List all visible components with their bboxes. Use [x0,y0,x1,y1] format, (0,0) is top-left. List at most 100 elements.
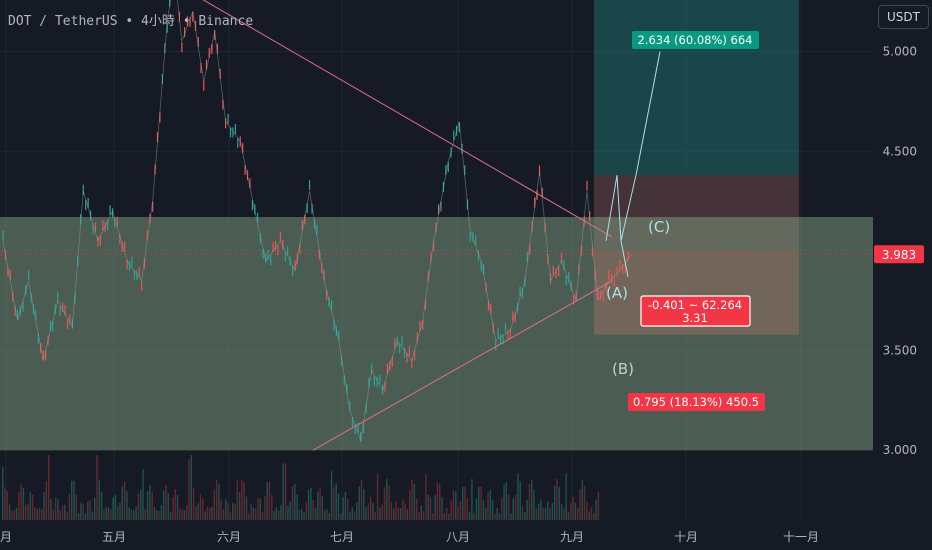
volume-bar [554,485,556,520]
volume-bar [381,504,383,520]
volume-bar [358,486,360,520]
stop-badge-text: 0.795 (18.13%) 450.5 [633,395,759,409]
volume-bar [36,509,38,520]
volume-bar [429,497,432,520]
volume-bar [287,506,289,520]
range-badge-line2: 3.31 [682,311,708,325]
volume-bar [96,455,98,520]
volume-bar [390,502,393,520]
volume-bar [443,512,445,520]
volume-bar [123,481,126,520]
volume-bar [335,483,337,520]
volume-bar [87,501,89,520]
volume-bar [52,509,54,520]
volume-bar [271,494,273,520]
volume-bar [330,471,333,520]
volume-bar [107,507,110,520]
volume-bar [73,481,75,520]
volume-bar [20,483,22,520]
volume-bar [489,490,491,520]
price-axis-panel [873,0,932,550]
volume-bar [567,511,570,520]
volume-bar [386,479,388,520]
volume-bar [376,473,379,520]
time-axis-panel [0,522,932,550]
x-tick-label: 五月 [102,530,126,544]
volume-bar [192,488,195,520]
volume-bar [498,513,501,520]
currency-button[interactable]: USDT [878,5,929,29]
volume-bar [225,499,227,520]
volume-bar [340,513,342,520]
volume-bar [305,502,307,520]
volume-bar [406,509,409,520]
volume-bar [328,512,330,520]
wave-label-b: (B) [612,360,634,378]
volume-bar [75,494,77,520]
volume-bar [91,511,94,520]
volume-bar [156,510,158,520]
volume-bar [342,497,344,520]
volume-bar [298,509,301,520]
target-badge-text: 2.634 (60.08%) 664 [637,33,752,47]
volume-bar [360,480,363,520]
volume-bar [590,507,593,520]
volume-bar [427,494,429,520]
volume-bar [367,503,370,520]
volume-bar [560,504,563,520]
volume-bar [117,505,119,520]
volume-bar [220,500,222,520]
volume-bar [319,487,321,520]
volume-bar [349,512,351,520]
volume-bar [2,467,4,520]
volume-bar [441,497,443,520]
volume-bar [183,510,186,520]
volume-bar [528,484,531,520]
volume-bar [163,490,165,520]
volume-bar [471,479,473,520]
volume-bar [326,509,328,520]
volume-bar [84,513,87,520]
volume-bar [404,503,406,520]
x-tick-label: 七月 [330,530,354,544]
volume-bar [25,504,27,520]
chart-title-text: DOT / TetherUS • 4小時 • Binance [8,14,254,29]
volume-bar [487,492,489,520]
volume-bar [478,486,480,520]
volume-bar [257,498,259,520]
volume-bar [172,497,174,520]
volume-bar [275,507,278,520]
volume-bar [565,473,567,520]
volume-bar [41,508,43,520]
volume-bar [261,512,264,520]
volume-bar [480,486,482,520]
volume-bar [494,513,496,520]
volume-bar [22,487,25,520]
stop-badge [628,393,765,411]
x-tick-label: 六月 [217,530,241,544]
volume-bar [199,494,202,520]
volume-bar [574,502,577,520]
volume-bar [238,492,241,520]
range-badge [640,295,751,327]
volume-bar [379,507,381,520]
volume-bar [68,494,71,520]
volume-bar [197,503,199,520]
volume-bar [227,503,229,520]
volume-bar [206,506,209,520]
volume-bar [140,489,142,520]
volume-bar [31,494,34,520]
volume-bar [103,509,105,520]
chart-title: DOT / TetherUS • 4小時 • Binance [8,10,253,29]
volume-bar [144,509,146,520]
volume-bar [176,494,179,520]
volume-bar [409,490,411,520]
current-price-label: 3.983 [882,248,916,262]
volume-bar [181,509,183,520]
volume-bar [353,511,356,520]
volume-bar [218,484,220,520]
x-tick-label: 十一月 [783,530,819,544]
volume-bar [402,499,404,520]
